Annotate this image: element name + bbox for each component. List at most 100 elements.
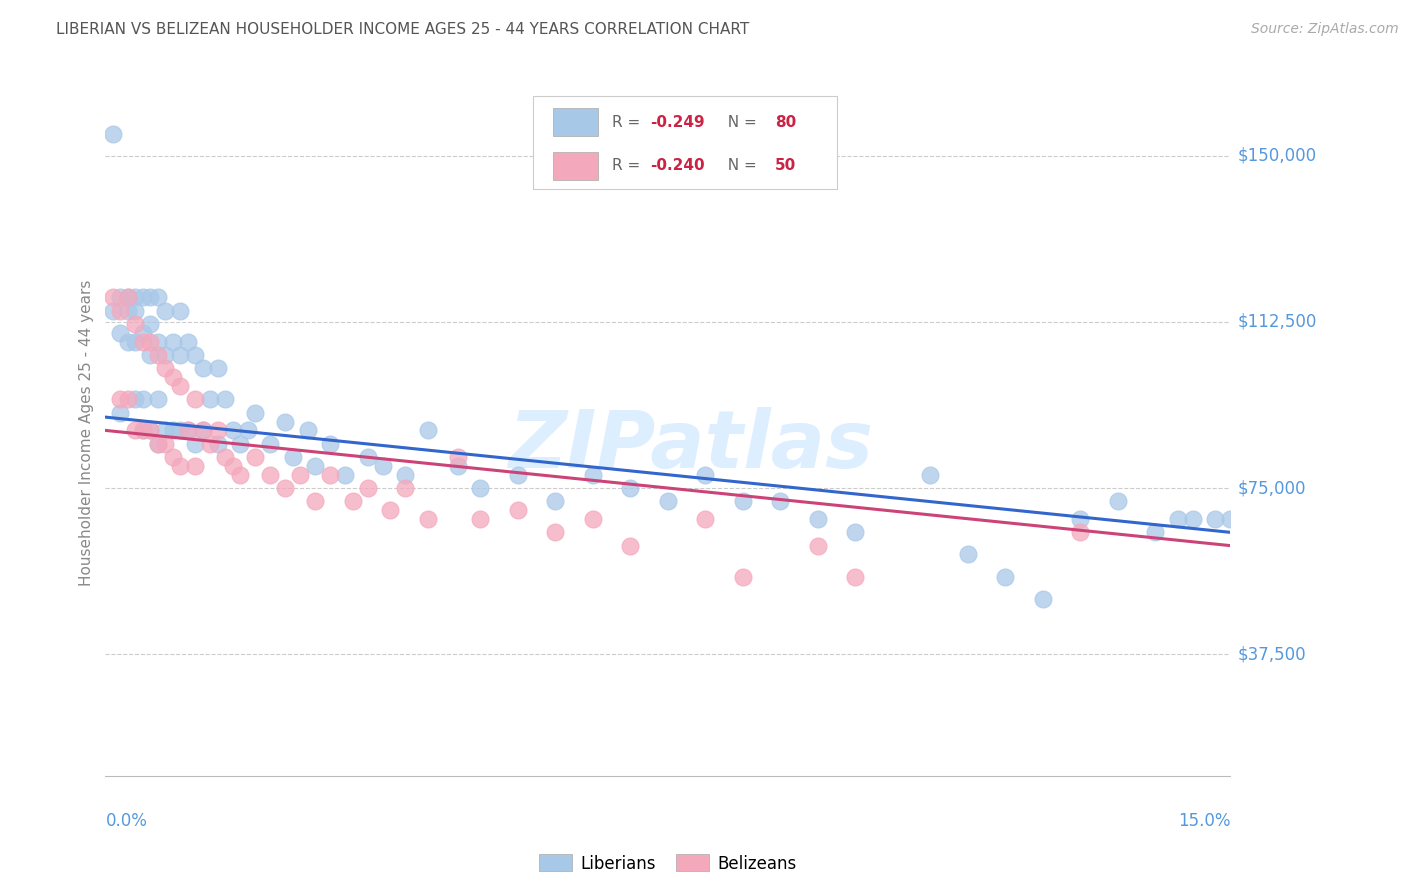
Point xyxy=(132,290,155,304)
Point xyxy=(380,503,402,517)
Point xyxy=(1069,525,1091,540)
Point xyxy=(807,539,830,553)
Point xyxy=(447,450,470,464)
Point xyxy=(184,392,207,407)
Point xyxy=(117,290,139,304)
Point xyxy=(101,290,124,304)
Point xyxy=(371,458,394,473)
Point xyxy=(470,512,492,526)
Y-axis label: Householder Income Ages 25 - 44 years: Householder Income Ages 25 - 44 years xyxy=(79,279,94,586)
Point xyxy=(162,370,184,384)
Point xyxy=(124,424,146,438)
Point xyxy=(695,467,717,482)
Point xyxy=(769,494,792,508)
Point xyxy=(155,361,177,376)
Point xyxy=(110,303,132,318)
Point xyxy=(177,424,200,438)
Point xyxy=(184,458,207,473)
Point xyxy=(357,450,380,464)
Point xyxy=(245,406,267,420)
Point xyxy=(807,512,830,526)
Point xyxy=(506,467,529,482)
Point xyxy=(994,569,1017,583)
Point xyxy=(139,317,162,331)
Point xyxy=(117,392,139,407)
Text: N =: N = xyxy=(718,114,762,129)
Point xyxy=(191,424,214,438)
Point xyxy=(281,450,304,464)
Point xyxy=(1032,591,1054,606)
Point xyxy=(214,392,236,407)
Point xyxy=(304,494,326,508)
Text: $75,000: $75,000 xyxy=(1237,479,1306,497)
Point xyxy=(1144,525,1167,540)
Point xyxy=(274,481,297,495)
Point xyxy=(132,326,155,340)
Point xyxy=(124,334,146,349)
Point xyxy=(146,392,169,407)
Point xyxy=(146,334,169,349)
Point xyxy=(319,436,342,450)
Point xyxy=(342,494,364,508)
Point xyxy=(1181,512,1204,526)
Point xyxy=(169,424,191,438)
Point xyxy=(184,436,207,450)
Point xyxy=(619,481,641,495)
Point xyxy=(236,424,259,438)
Point xyxy=(582,512,605,526)
Point xyxy=(177,334,200,349)
Point xyxy=(139,424,162,438)
Text: -0.249: -0.249 xyxy=(650,114,704,129)
Point xyxy=(222,424,245,438)
Point xyxy=(184,348,207,362)
Point xyxy=(117,290,139,304)
Point xyxy=(394,467,416,482)
Point xyxy=(544,525,567,540)
Text: -0.240: -0.240 xyxy=(650,158,704,173)
Point xyxy=(245,450,267,464)
Point xyxy=(132,424,155,438)
Point xyxy=(117,334,139,349)
Point xyxy=(207,361,229,376)
Point xyxy=(214,450,236,464)
Point xyxy=(582,467,605,482)
Point xyxy=(124,317,146,331)
Point xyxy=(695,512,717,526)
Point xyxy=(101,127,124,141)
Point xyxy=(416,512,439,526)
Point xyxy=(162,424,184,438)
Point xyxy=(117,303,139,318)
Point xyxy=(139,348,162,362)
Point xyxy=(274,415,297,429)
Point xyxy=(335,467,357,482)
Point xyxy=(132,334,155,349)
Point xyxy=(132,392,155,407)
Point xyxy=(357,481,380,495)
Point xyxy=(146,436,169,450)
Text: R =: R = xyxy=(612,114,645,129)
Text: $150,000: $150,000 xyxy=(1237,146,1316,165)
Point xyxy=(132,424,155,438)
Text: ZIPatlas: ZIPatlas xyxy=(508,408,873,485)
Point xyxy=(169,379,191,393)
Point xyxy=(162,450,184,464)
Point xyxy=(290,467,312,482)
Point xyxy=(110,392,132,407)
Point xyxy=(207,436,229,450)
Point xyxy=(155,436,177,450)
Point xyxy=(169,303,191,318)
Text: 50: 50 xyxy=(775,158,796,173)
Point xyxy=(1107,494,1129,508)
Point xyxy=(259,467,281,482)
Point xyxy=(146,436,169,450)
Point xyxy=(191,361,214,376)
Point xyxy=(920,467,942,482)
Point xyxy=(304,458,326,473)
Point xyxy=(207,424,229,438)
Text: $112,500: $112,500 xyxy=(1237,313,1316,331)
Point xyxy=(447,458,470,473)
Point xyxy=(139,290,162,304)
Point xyxy=(169,348,191,362)
Point xyxy=(169,458,191,473)
FancyBboxPatch shape xyxy=(533,96,837,189)
